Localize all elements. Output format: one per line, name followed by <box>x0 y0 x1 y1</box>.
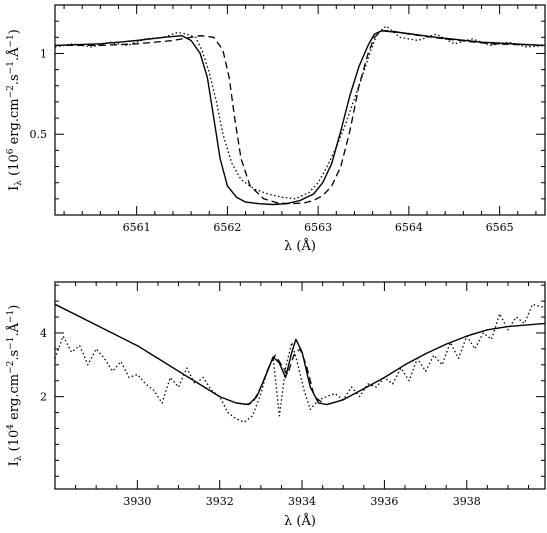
y-axis-label-part: (10 <box>7 430 22 456</box>
series-line-dashed <box>55 30 545 205</box>
series-line-solid <box>55 303 545 406</box>
y-tick-label: 0.5 <box>30 128 48 141</box>
y-axis-label-part: (10 <box>7 154 22 180</box>
y-axis-label-part: ) <box>7 305 22 310</box>
y-axis-label-part: −2 <box>6 85 16 98</box>
y-axis-label: Iλ (106 erg.cm−2.s−1.Å−1) <box>6 29 24 191</box>
y-axis-label-part: −1 <box>6 337 16 350</box>
plot-frame <box>54 281 546 490</box>
y-tick-label: 2 <box>40 391 47 404</box>
y-axis-label-part: .s <box>7 74 22 85</box>
series-line-dashed <box>244 348 323 406</box>
series-line-solid <box>55 30 545 206</box>
y-axis-label-part: −2 <box>6 361 16 374</box>
y-axis-label-part: −1 <box>6 61 16 74</box>
x-tick-label: 6564 <box>395 221 423 234</box>
y-axis-label-part: erg.cm <box>7 374 22 424</box>
y-axis-label-part: ) <box>7 29 22 34</box>
x-tick-label: 3930 <box>123 495 151 508</box>
x-tick-label: 3932 <box>206 495 234 508</box>
series-line-dotted <box>55 303 545 423</box>
x-axis-label: λ (Å) <box>284 513 316 529</box>
y-axis-label-part: −1 <box>6 310 16 323</box>
y-tick-label: 4 <box>40 327 47 340</box>
y-axis-label-part: I <box>7 186 22 191</box>
y-axis-label-part: −1 <box>6 34 16 47</box>
y-axis-label-part: 4 <box>6 424 16 430</box>
y-axis-label-part: λ <box>14 455 24 461</box>
y-axis-label-part: .Å <box>6 322 22 336</box>
x-tick-label: 6565 <box>486 221 514 234</box>
y-axis-label-part: λ <box>14 180 24 186</box>
y-axis-label-part: .s <box>7 350 22 361</box>
x-axis-label: λ (Å) <box>284 238 316 254</box>
x-tick-label: 6562 <box>213 221 241 234</box>
y-tick-label: 1 <box>40 47 47 60</box>
y-axis-label: Iλ (104 erg.cm−2.s−1.Å−1) <box>6 305 24 467</box>
plot-frame <box>54 4 546 216</box>
x-tick-label: 3938 <box>453 495 481 508</box>
x-tick-label: 3934 <box>288 495 316 508</box>
panel-top-h-alpha: 6561 6562 6563 6564 6565 0.5 1 λ (Å) Iλ (106 erg… <box>6 4 546 254</box>
x-tick-label: 3936 <box>370 495 398 508</box>
y-axis-label-part: I <box>7 461 22 466</box>
y-axis-label-part: .Å <box>6 47 22 61</box>
series-line-dotted <box>55 25 545 200</box>
y-axis-label-part: 6 <box>6 148 16 154</box>
y-axis-label-part: erg.cm <box>7 98 22 148</box>
x-tick-label: 6561 <box>123 221 151 234</box>
x-tick-label: 6563 <box>304 221 332 234</box>
